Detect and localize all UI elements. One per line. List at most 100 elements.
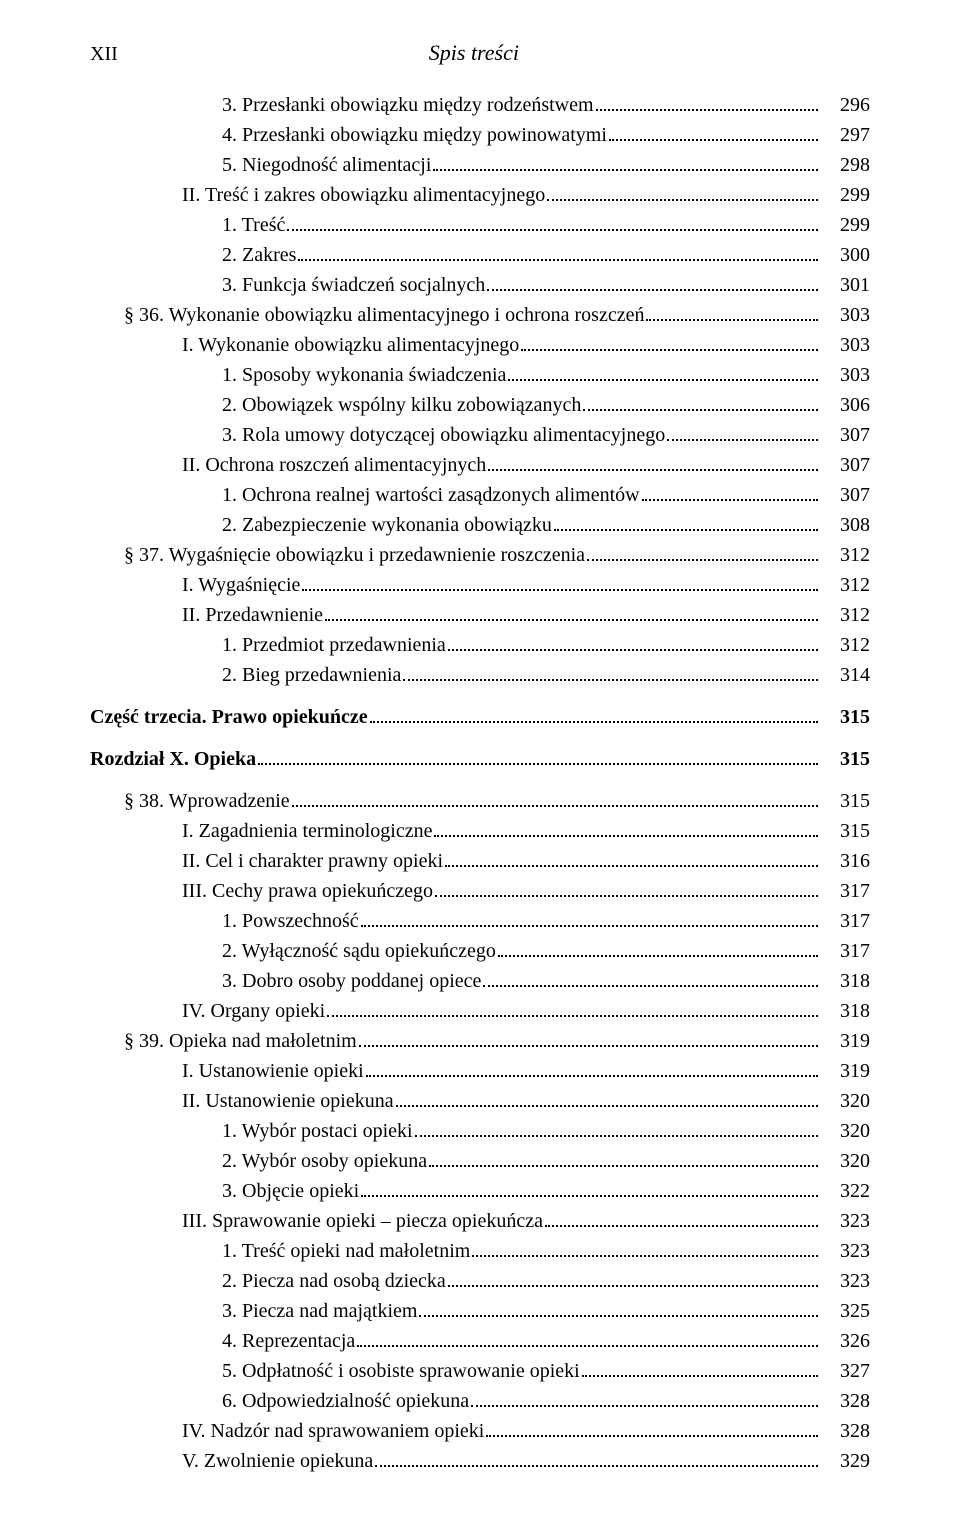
toc-dots bbox=[445, 865, 818, 867]
toc-label: 2. Piecza nad osobą dziecka bbox=[222, 1266, 446, 1296]
toc-row: 3. Funkcja świadczeń socjalnych301 bbox=[90, 270, 870, 300]
toc-dots bbox=[508, 379, 818, 381]
toc-dots bbox=[498, 955, 818, 957]
toc-label: § 38. Wprowadzenie bbox=[124, 786, 290, 816]
toc-page-number: 322 bbox=[822, 1176, 870, 1206]
toc-label: II. Przedawnienie bbox=[182, 600, 323, 630]
toc-page-number: 317 bbox=[822, 936, 870, 966]
toc-page-number: 296 bbox=[822, 90, 870, 120]
toc-dots bbox=[487, 289, 818, 291]
toc-page-number: 317 bbox=[822, 876, 870, 906]
toc-page-number: 312 bbox=[822, 630, 870, 660]
toc-label: 1. Wybór postaci opieki bbox=[222, 1116, 413, 1146]
toc-label: § 39. Opieka nad małoletnim bbox=[124, 1026, 357, 1056]
toc-dots bbox=[545, 1225, 818, 1227]
toc-row: 2. Wybór osoby opiekuna320 bbox=[90, 1146, 870, 1176]
toc-dots bbox=[415, 1135, 818, 1137]
toc-dots bbox=[435, 895, 818, 897]
toc-row: 4. Przesłanki obowiązku między powinowat… bbox=[90, 120, 870, 150]
toc-label: 1. Treść opieki nad małoletnim bbox=[222, 1236, 470, 1266]
toc-page-number: 315 bbox=[822, 816, 870, 846]
toc-row: 2. Bieg przedawnienia314 bbox=[90, 660, 870, 690]
toc-row: § 39. Opieka nad małoletnim319 bbox=[90, 1026, 870, 1056]
toc-page-number: 314 bbox=[822, 660, 870, 690]
toc-row: 1. Wybór postaci opieki 320 bbox=[90, 1116, 870, 1146]
toc-label: V. Zwolnienie opiekuna bbox=[182, 1446, 373, 1476]
toc-page-number: 307 bbox=[822, 450, 870, 480]
toc-page-number: 315 bbox=[822, 786, 870, 816]
toc-dots bbox=[359, 1045, 818, 1047]
toc-label: 2. Wybór osoby opiekuna bbox=[222, 1146, 427, 1176]
toc-page-number: 299 bbox=[822, 180, 870, 210]
toc-row: II. Cel i charakter prawny opieki316 bbox=[90, 846, 870, 876]
toc-row: II. Przedawnienie 312 bbox=[90, 600, 870, 630]
toc-label: 4. Przesłanki obowiązku między powinowat… bbox=[222, 120, 607, 150]
toc-label: 5. Niegodność alimentacji bbox=[222, 150, 431, 180]
table-of-contents: 3. Przesłanki obowiązku między rodzeństw… bbox=[90, 90, 870, 1476]
toc-page-number: 312 bbox=[822, 570, 870, 600]
toc-page-number: 299 bbox=[822, 210, 870, 240]
toc-row: § 36. Wykonanie obowiązku alimentacyjneg… bbox=[90, 300, 870, 330]
toc-dots bbox=[486, 1435, 818, 1437]
toc-row: III. Cechy prawa opiekuńczego317 bbox=[90, 876, 870, 906]
toc-label: IV. Nadzór nad sprawowaniem opieki bbox=[182, 1416, 484, 1446]
toc-row: I. Wygaśnięcie312 bbox=[90, 570, 870, 600]
toc-dots bbox=[375, 1465, 818, 1467]
toc-row: 2. Zakres300 bbox=[90, 240, 870, 270]
toc-label: 4. Reprezentacja bbox=[222, 1326, 355, 1356]
toc-dots bbox=[361, 925, 818, 927]
toc-page-number: 297 bbox=[822, 120, 870, 150]
toc-label: § 37. Wygaśnięcie obowiązku i przedawnie… bbox=[124, 540, 585, 570]
toc-page-number: 303 bbox=[822, 330, 870, 360]
toc-dots bbox=[521, 349, 818, 351]
toc-dots bbox=[667, 439, 818, 441]
toc-label: I. Ustanowienie opieki bbox=[182, 1056, 364, 1086]
toc-label: II. Ustanowienie opiekuna bbox=[182, 1086, 394, 1116]
toc-label: II. Treść i zakres obowiązku alimentacyj… bbox=[182, 180, 545, 210]
toc-label: I. Wykonanie obowiązku alimentacyjnego bbox=[182, 330, 519, 360]
toc-dots bbox=[292, 805, 818, 807]
toc-spacer bbox=[90, 690, 870, 702]
toc-row: 1. Sposoby wykonania świadczenia303 bbox=[90, 360, 870, 390]
toc-page-number: 301 bbox=[822, 270, 870, 300]
toc-dots bbox=[287, 229, 818, 231]
toc-label: III. Sprawowanie opieki – piecza opiekuń… bbox=[182, 1206, 543, 1236]
toc-page-number: 312 bbox=[822, 600, 870, 630]
toc-page-number: 300 bbox=[822, 240, 870, 270]
toc-row: 1. Ochrona realnej wartości zasądzonych … bbox=[90, 480, 870, 510]
toc-page-number: 326 bbox=[822, 1326, 870, 1356]
toc-row: I. Zagadnienia terminologiczne315 bbox=[90, 816, 870, 846]
toc-dots bbox=[429, 1165, 818, 1167]
toc-page-number: 328 bbox=[822, 1416, 870, 1446]
toc-page-number: 320 bbox=[822, 1116, 870, 1146]
toc-row: § 38. Wprowadzenie 315 bbox=[90, 786, 870, 816]
toc-dots bbox=[325, 619, 818, 621]
toc-page-number: 328 bbox=[822, 1386, 870, 1416]
toc-label: § 36. Wykonanie obowiązku alimentacyjneg… bbox=[124, 300, 644, 330]
toc-dots bbox=[403, 679, 818, 681]
toc-label: 2. Wyłączność sądu opiekuńczego bbox=[222, 936, 496, 966]
toc-row: II. Treść i zakres obowiązku alimentacyj… bbox=[90, 180, 870, 210]
toc-dots bbox=[419, 1315, 818, 1317]
toc-row: 3. Objęcie opieki322 bbox=[90, 1176, 870, 1206]
toc-label: 1. Przedmiot przedawnienia bbox=[222, 630, 446, 660]
toc-row: 3. Przesłanki obowiązku między rodzeństw… bbox=[90, 90, 870, 120]
toc-page-number: 317 bbox=[822, 906, 870, 936]
toc-row: III. Sprawowanie opieki – piecza opiekuń… bbox=[90, 1206, 870, 1236]
toc-dots bbox=[357, 1345, 818, 1347]
toc-dots bbox=[448, 649, 818, 651]
toc-label: II. Ochrona roszczeń alimentacyjnych bbox=[182, 450, 486, 480]
toc-dots bbox=[302, 589, 818, 591]
toc-dots bbox=[609, 139, 818, 141]
toc-label: Część trzecia. Prawo opiekuńcze bbox=[90, 702, 368, 732]
toc-label: 1. Ochrona realnej wartości zasądzonych … bbox=[222, 480, 640, 510]
toc-dots bbox=[471, 1405, 818, 1407]
toc-row: 3. Dobro osoby poddanej opiece318 bbox=[90, 966, 870, 996]
toc-page-number: 315 bbox=[822, 702, 870, 732]
toc-row: 3. Rola umowy dotyczącej obowiązku alime… bbox=[90, 420, 870, 450]
toc-label: 2. Obowiązek wspólny kilku zobowiązanych bbox=[222, 390, 581, 420]
toc-label: Rozdział X. Opieka bbox=[90, 744, 256, 774]
toc-page-number: 323 bbox=[822, 1236, 870, 1266]
toc-spacer bbox=[90, 732, 870, 744]
toc-dots bbox=[327, 1015, 818, 1017]
